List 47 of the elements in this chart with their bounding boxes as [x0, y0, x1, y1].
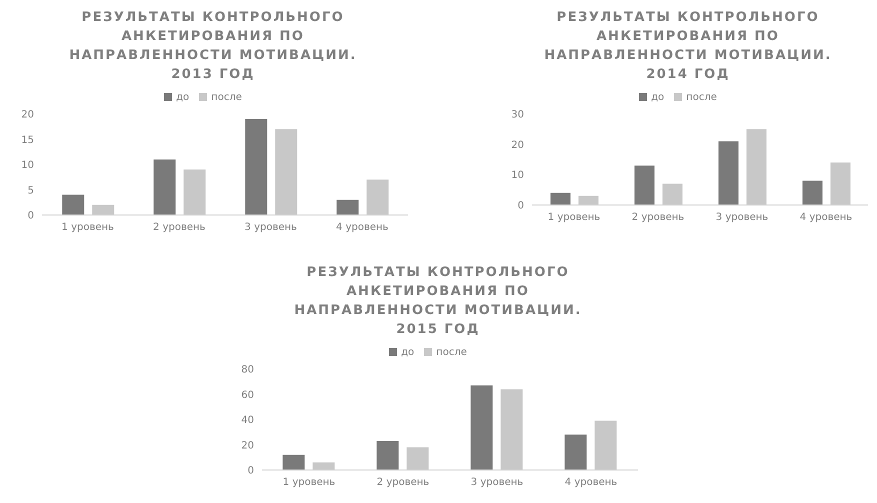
legend-label: после	[436, 347, 467, 358]
y-tick-label: 20	[241, 440, 254, 452]
bar	[550, 192, 570, 205]
y-tick-label: 30	[511, 110, 524, 121]
bar	[470, 385, 493, 470]
bar	[718, 141, 738, 205]
y-tick-label: 0	[28, 210, 34, 222]
x-tick-label: 2 уровень	[632, 212, 684, 224]
y-tick-label: 0	[248, 466, 254, 477]
bar	[634, 166, 654, 205]
chart-title: РЕЗУЛЬТАТЫ КОНТРОЛЬНОГО АНКЕТИРОВАНИЯ ПО НАПРАВЛЕННОСТИ МОТИВАЦИИ. 2013 ГОД	[68, 9, 358, 84]
x-tick-label: 4 уровень	[800, 212, 852, 224]
x-tick-label: 2 уровень	[376, 477, 430, 488]
bar	[245, 119, 268, 215]
x-tick-label: 1 уровень	[282, 477, 336, 488]
x-tick-label: 3 уровень	[716, 212, 768, 224]
x-tick-label: 4 уровень	[336, 222, 389, 234]
chart-title: РЕЗУЛЬТАТЫ КОНТРОЛЬНОГО АНКЕТИРОВАНИЯ ПО НАПРАВЛЕННОСТИ МОТИВАЦИИ. 2015 ГОД	[293, 264, 583, 339]
bar	[154, 159, 176, 215]
legend-label: после	[686, 92, 717, 103]
bar	[802, 180, 822, 205]
bar	[336, 200, 359, 215]
y-tick-label: 15	[21, 134, 34, 146]
legend-label: до	[176, 92, 190, 103]
y-tick-label: 40	[241, 415, 254, 426]
y-tick-label: 0	[518, 200, 524, 212]
chart-title: РЕЗУЛЬТАТЫ КОНТРОЛЬНОГО АНКЕТИРОВАНИЯ ПО НАПРАВЛЕННОСТИ МОТИВАЦИИ. 2014 ГОД	[543, 9, 833, 84]
legend-label: до	[401, 347, 414, 358]
x-tick-label: 1 уровень	[62, 222, 114, 234]
bar	[564, 434, 587, 470]
y-tick-label: 80	[241, 364, 254, 376]
bar	[376, 440, 399, 470]
x-tick-label: 2 уровень	[153, 222, 206, 234]
y-tick-label: 10	[21, 160, 34, 172]
x-tick-label: 1 уровень	[548, 212, 600, 224]
x-tick-label: 4 уровень	[564, 477, 618, 488]
x-tick-label: 3 уровень	[470, 477, 524, 488]
y-tick-label: 5	[28, 185, 34, 196]
y-tick-label: 10	[511, 170, 524, 182]
legend-label: после	[211, 92, 242, 103]
bar	[62, 194, 84, 215]
x-tick-label: 3 уровень	[244, 222, 298, 234]
y-tick-label: 60	[241, 390, 254, 401]
bar	[282, 454, 305, 470]
y-tick-label: 20	[511, 140, 524, 151]
legend-label: до	[651, 92, 664, 103]
y-tick-label: 20	[21, 110, 34, 121]
